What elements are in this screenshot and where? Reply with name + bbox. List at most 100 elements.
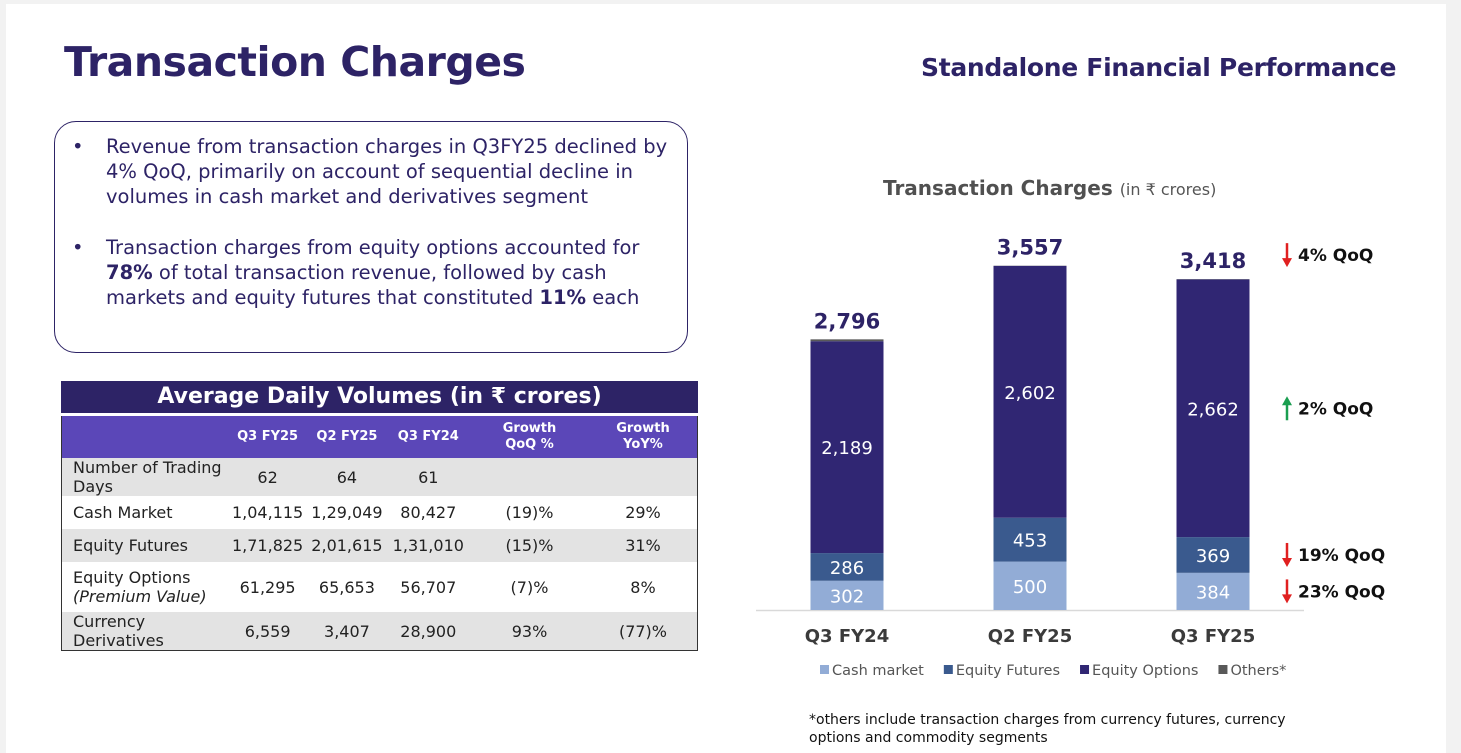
bar-segment-equity-options: [1176, 279, 1250, 538]
x-tick-label: Q2 FY25: [988, 626, 1072, 647]
bar-segment-cash-market: [810, 580, 884, 610]
legend-label: Cash market: [832, 663, 924, 679]
cell: 62: [227, 458, 308, 496]
bullet-1-text: Revenue from transaction charges in Q3FY…: [106, 135, 668, 208]
bullet-2-text: Transaction charges from equity options …: [106, 235, 676, 310]
row-label: Equity Options (Premium Value): [62, 562, 228, 612]
cell: 1,04,115: [231, 503, 304, 522]
cell: (77)%: [588, 612, 698, 651]
cell: [588, 458, 698, 496]
adv-col-q2fy25: Q2 FY25: [307, 416, 387, 458]
cell: 56,707: [400, 577, 457, 597]
row-label-main: Equity Options: [73, 568, 191, 587]
cell: 1,71,825: [227, 529, 308, 562]
table-row: Currency Derivatives 6,559 3,407 28,900 …: [61, 612, 698, 651]
frame-left: [0, 0, 6, 753]
bar-segment-cash-market: [993, 561, 1067, 610]
cell: 61,295: [239, 577, 296, 597]
legend-swatch: [1218, 665, 1228, 674]
legend-swatch: [1080, 665, 1090, 674]
cell: 31%: [588, 529, 698, 562]
legend-label: Others*: [1230, 663, 1286, 679]
table-row: Equity Futures 1,71,825 2,01,615 1,31,01…: [61, 529, 698, 562]
bullet-2-part-3: each: [586, 286, 640, 309]
cell: 65,653: [318, 577, 375, 597]
row-label: Cash Market: [73, 503, 173, 522]
arrow-down-icon: [1282, 542, 1292, 567]
chart-title: Transaction Charges (in ₹ crores): [883, 176, 1216, 200]
bar-value-label: 2,189: [821, 438, 873, 459]
bar-segment-equity-options: [993, 265, 1067, 518]
qoq-annotation: 23% QoQ: [1298, 582, 1385, 602]
cell: 1,31,010: [386, 529, 471, 562]
cell: 64: [307, 458, 387, 496]
adv-table: Q3 FY25 Q2 FY25 Q3 FY24 Growth QoQ % Gro…: [61, 416, 698, 651]
cell: 2,01,615: [307, 529, 387, 562]
chart-unit: (in ₹ crores): [1119, 180, 1217, 199]
qoq-annotation: 4% QoQ: [1298, 246, 1373, 266]
qoq-annotation: 2% QoQ: [1298, 399, 1373, 419]
cell: [470, 458, 589, 496]
adv-col-q3fy24: Q3 FY24: [386, 416, 471, 458]
chart-footnote: *others include transaction charges from…: [809, 712, 1286, 746]
bar-segment-others-: [810, 339, 884, 342]
bar-total-label: 2,796: [814, 309, 880, 333]
row-label-sub: (Premium Value): [73, 587, 207, 606]
cell: 93%: [470, 612, 589, 651]
cell: 6,559: [227, 612, 308, 651]
bar-value-label: 2,662: [1187, 399, 1239, 420]
cell: 3,407: [307, 612, 387, 651]
arrow-down-icon: [1282, 579, 1292, 604]
bullet-2-highlight-2: 11%: [539, 286, 587, 309]
legend-label: Equity Options: [1092, 663, 1198, 679]
bar-value-label: 453: [1013, 531, 1047, 552]
x-tick-label: Q3 FY25: [1171, 626, 1255, 647]
arrow-down-icon: [1282, 243, 1292, 268]
bullet-2-part-2: of total transaction revenue, followed b…: [106, 261, 607, 309]
bar-segment-cash-market: [1176, 572, 1250, 610]
adv-table-title: Average Daily Volumes (in ₹ crores): [61, 381, 698, 413]
row-label: Number of Trading Days: [61, 458, 228, 496]
adv-header-row: Q3 FY25 Q2 FY25 Q3 FY24 Growth QoQ % Gro…: [61, 416, 698, 458]
cell: 1,29,049: [311, 503, 383, 522]
cell: (19)%: [505, 503, 554, 522]
chart-title-text: Transaction Charges: [883, 176, 1113, 200]
bullet-dot: •: [72, 135, 84, 158]
section-title: Standalone Financial Performance: [921, 53, 1397, 82]
bar-segment-equity-futures: [810, 553, 884, 581]
adv-col-growth-yoy: Growth YoY%: [588, 416, 698, 458]
bar-segment-equity-futures: [993, 517, 1067, 562]
frame-top: [0, 0, 1461, 4]
cell: 29%: [625, 503, 661, 522]
legend-swatch: [943, 665, 953, 674]
x-tick-label: Q3 FY24: [805, 626, 889, 647]
legend-swatch: [820, 665, 829, 674]
bullet-dot: •: [72, 236, 84, 259]
table-row: Number of Trading Days 62 64 61: [61, 458, 698, 496]
legend-label: Equity Futures: [956, 663, 1060, 679]
bar-value-label: 2,602: [1004, 383, 1056, 404]
page-title: Transaction Charges: [64, 38, 526, 86]
arrow-up-icon: [1282, 396, 1292, 421]
cell: 8%: [630, 577, 656, 597]
qoq-annotation: 19% QoQ: [1298, 546, 1385, 566]
row-label: Equity Futures: [61, 529, 228, 562]
cell: 61: [386, 458, 471, 496]
table-row: Equity Options (Premium Value) 61,295 65,…: [62, 562, 698, 612]
cell: (15)%: [470, 529, 589, 562]
bullet-2-highlight-1: 78%: [106, 261, 153, 284]
bar-value-label: 369: [1196, 546, 1230, 567]
frame-right: [1446, 0, 1461, 753]
cell: (7)%: [510, 577, 549, 597]
row-label: Currency Derivatives: [61, 612, 228, 651]
cell: 28,900: [386, 612, 471, 651]
bar-value-label: 500: [1013, 577, 1047, 598]
cell: 80,427: [400, 503, 457, 522]
bar-segment-equity-futures: [1176, 537, 1250, 573]
bar-value-label: 286: [830, 558, 864, 579]
summary-box: • Revenue from transaction charges in Q3…: [54, 121, 688, 353]
adv-col-growth-qoq: Growth QoQ %: [470, 416, 589, 458]
bar-total-label: 3,557: [997, 236, 1063, 260]
bar-value-label: 302: [830, 586, 864, 607]
